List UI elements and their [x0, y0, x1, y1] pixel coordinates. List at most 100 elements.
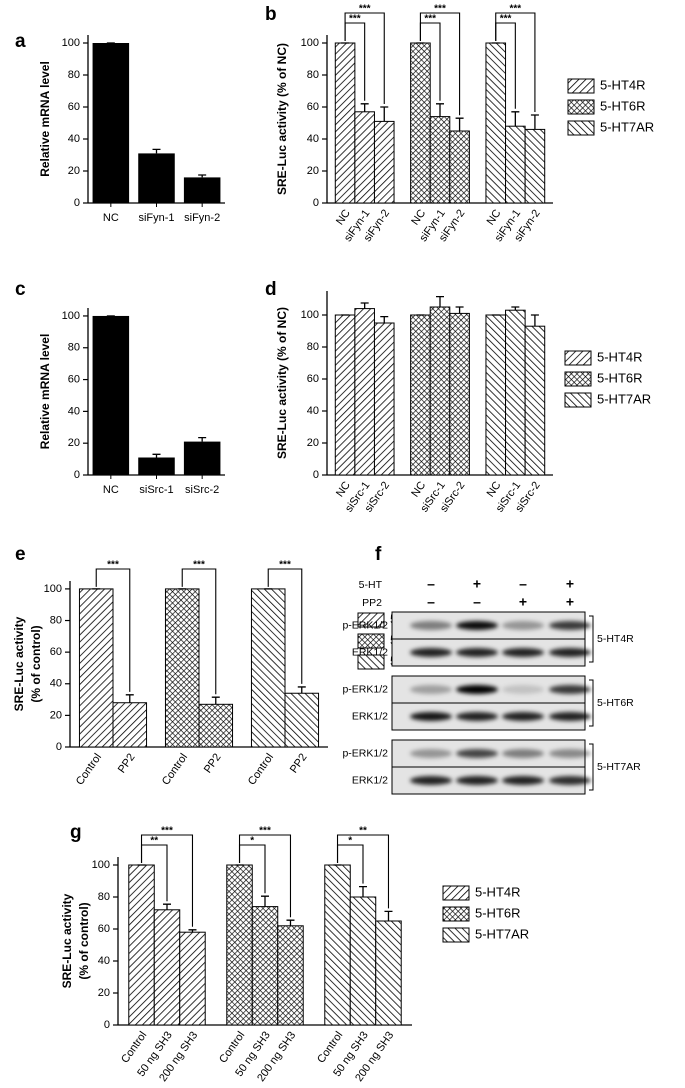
error-bar — [380, 106, 389, 122]
y-axis-label: SRE-Luc activity (% of NC) — [275, 307, 289, 459]
y-tick-label: 80 — [307, 341, 319, 353]
y-tick-label: 20 — [68, 165, 80, 177]
significance-label: *** — [279, 560, 291, 571]
error-bar — [360, 302, 369, 309]
legend-label: 5-HT6R — [600, 98, 646, 113]
error-bar — [152, 453, 161, 458]
band-label: p-ERK1/2 — [342, 683, 388, 695]
legend-swatch — [564, 371, 592, 387]
band — [502, 648, 544, 657]
error-bar — [359, 885, 367, 897]
panel-letter: a — [15, 31, 26, 52]
treatment-sign: + — [519, 594, 527, 610]
significance-bracket — [344, 12, 385, 104]
legend-swatch — [442, 927, 470, 943]
legend-swatch — [567, 99, 595, 115]
error-bar — [455, 306, 464, 314]
x-tick-label: Control — [160, 752, 190, 788]
bar — [524, 128, 546, 204]
legend-label: 5-HT7AR — [600, 119, 654, 134]
bar — [250, 588, 286, 748]
y-axis-label: SRE-Luc activity (% of NC) — [275, 43, 289, 195]
y-tick-label: 0 — [104, 1019, 110, 1031]
significance-bracket — [267, 568, 303, 684]
error-bar — [530, 314, 539, 327]
bar — [354, 111, 375, 204]
bar — [505, 125, 526, 204]
bar — [128, 864, 155, 1026]
band — [549, 749, 591, 758]
bar — [284, 692, 320, 748]
y-tick-label: 60 — [307, 373, 319, 385]
treatment-sign: + — [566, 576, 574, 592]
bar — [92, 315, 130, 475]
bar — [505, 309, 526, 476]
treatment-label: PP2 — [362, 597, 382, 609]
y-axis-label: Relative mRNA level — [38, 334, 52, 450]
bar — [251, 906, 279, 1026]
significance-label: *** — [500, 14, 512, 25]
legend-label: 5-HT4R — [600, 77, 646, 92]
error-bar — [384, 910, 393, 921]
band — [502, 749, 544, 758]
y-tick-label: 0 — [56, 741, 62, 753]
receptor-label: 5-HT7AR — [597, 761, 641, 773]
band — [549, 621, 591, 630]
treatment-sign: – — [427, 594, 435, 610]
x-tick-label: PP2 — [116, 752, 138, 776]
y-tick-label: 20 — [68, 437, 80, 449]
significance-label: *** — [193, 560, 205, 571]
error-bar — [436, 103, 444, 117]
legend-label: 5-HT6R — [475, 905, 521, 920]
band — [502, 685, 544, 694]
significance-label: *** — [424, 14, 436, 25]
band-label: ERK1/2 — [352, 710, 388, 722]
significance-label: *** — [161, 826, 173, 837]
bar — [138, 153, 175, 203]
y-tick-label: 40 — [307, 405, 319, 417]
bar — [112, 702, 148, 748]
band-label: ERK1/2 — [352, 646, 388, 658]
bar — [524, 325, 546, 476]
y-tick-label: 0 — [74, 197, 80, 209]
y-tick-label: 20 — [307, 437, 319, 449]
y-tick-label: 60 — [98, 923, 110, 935]
band — [410, 648, 452, 657]
panel-letter: g — [70, 822, 82, 843]
x-tick-label: siFyn-1 — [138, 212, 174, 224]
error-bar — [297, 686, 306, 694]
bar — [449, 130, 470, 204]
x-tick-label: siFyn-2 — [184, 212, 220, 224]
band — [502, 712, 544, 721]
y-tick-label: 100 — [62, 310, 80, 322]
receptor-label: 5-HT6R — [597, 697, 634, 709]
y-tick-label: 0 — [313, 469, 319, 481]
bar — [138, 457, 175, 475]
bar — [410, 42, 431, 204]
receptor-bracket — [589, 615, 594, 663]
legend-label: 5-HT4R — [597, 349, 643, 364]
bar — [153, 909, 181, 1026]
error-bar — [198, 174, 207, 178]
y-tick-label: 60 — [68, 101, 80, 113]
error-bar — [152, 148, 161, 154]
receptor-bracket — [589, 743, 594, 791]
legend-swatch — [567, 78, 595, 94]
error-bar — [188, 929, 197, 933]
legend-label: 5-HT7AR — [475, 926, 529, 941]
y-tick-label: 20 — [307, 165, 319, 177]
y-tick-label: 40 — [68, 133, 80, 145]
y-axis-label: Relative mRNA level — [38, 61, 52, 177]
band — [502, 776, 544, 785]
panel-letter: e — [15, 544, 26, 565]
x-tick-label: PP2 — [202, 752, 224, 776]
error-bar — [436, 295, 444, 307]
legend-swatch — [564, 350, 592, 366]
significance-label: ** — [359, 826, 367, 837]
band — [549, 776, 591, 785]
legend-label: 5-HT6R — [597, 370, 643, 385]
band — [410, 712, 452, 721]
legend-swatch — [357, 633, 385, 649]
bar — [349, 896, 377, 1026]
